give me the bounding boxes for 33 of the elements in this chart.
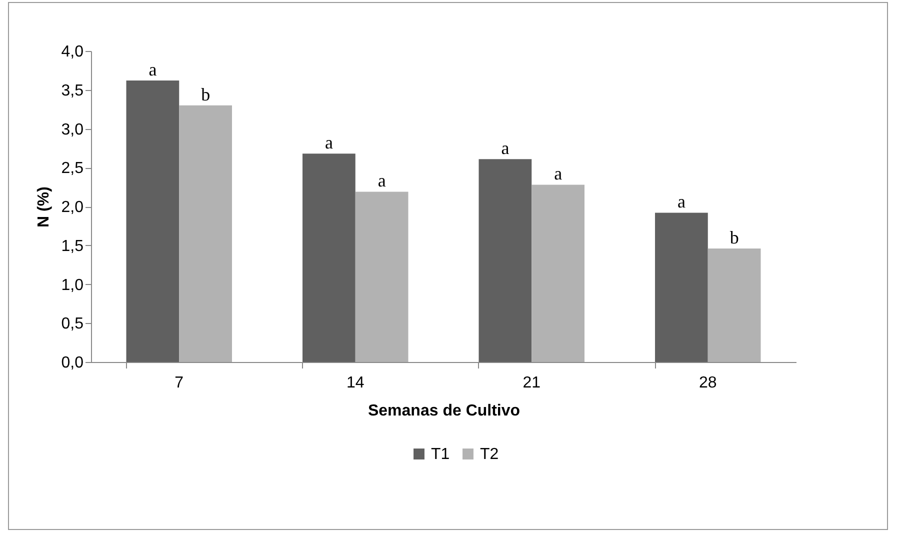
x-tick-label: 21	[522, 374, 541, 392]
x-axis-title: Semanas de Cultivo	[368, 402, 520, 420]
x-tick-label: 7	[174, 374, 184, 392]
legend-label: T1	[431, 446, 450, 463]
bar	[355, 192, 408, 362]
annotation: b	[201, 84, 210, 104]
bar	[302, 154, 356, 362]
bar	[532, 184, 584, 362]
y-tick-label: 0,5	[61, 316, 84, 333]
y-axis-title: N (%)	[35, 186, 52, 228]
legend-label: T2	[480, 446, 499, 463]
bar	[478, 159, 532, 362]
annotation: a	[148, 60, 157, 80]
bar	[126, 80, 180, 362]
y-tick-label: 3,5	[61, 82, 84, 100]
y-tick-label: 0,0	[61, 354, 84, 372]
y-tick-label: 3,0	[61, 121, 84, 138]
y-tick-label: 2,5	[61, 160, 84, 178]
bar	[708, 248, 761, 362]
bar	[655, 212, 708, 362]
annotation: a	[554, 164, 562, 184]
x-tick-label: 14	[346, 374, 364, 392]
y-tick-label: 1,5	[61, 238, 84, 255]
bar	[179, 105, 232, 362]
annotation: a	[501, 138, 510, 158]
annotation: a	[677, 192, 686, 212]
y-tick-label: 4,0	[61, 44, 84, 60]
annotation: a	[324, 132, 333, 153]
annotation: a	[378, 170, 386, 191]
x-tick-label: 28	[698, 374, 717, 392]
y-tick-label: 1,0	[61, 276, 84, 294]
y-tick-label: 2,0	[61, 199, 84, 216]
annotation: b	[730, 227, 739, 248]
